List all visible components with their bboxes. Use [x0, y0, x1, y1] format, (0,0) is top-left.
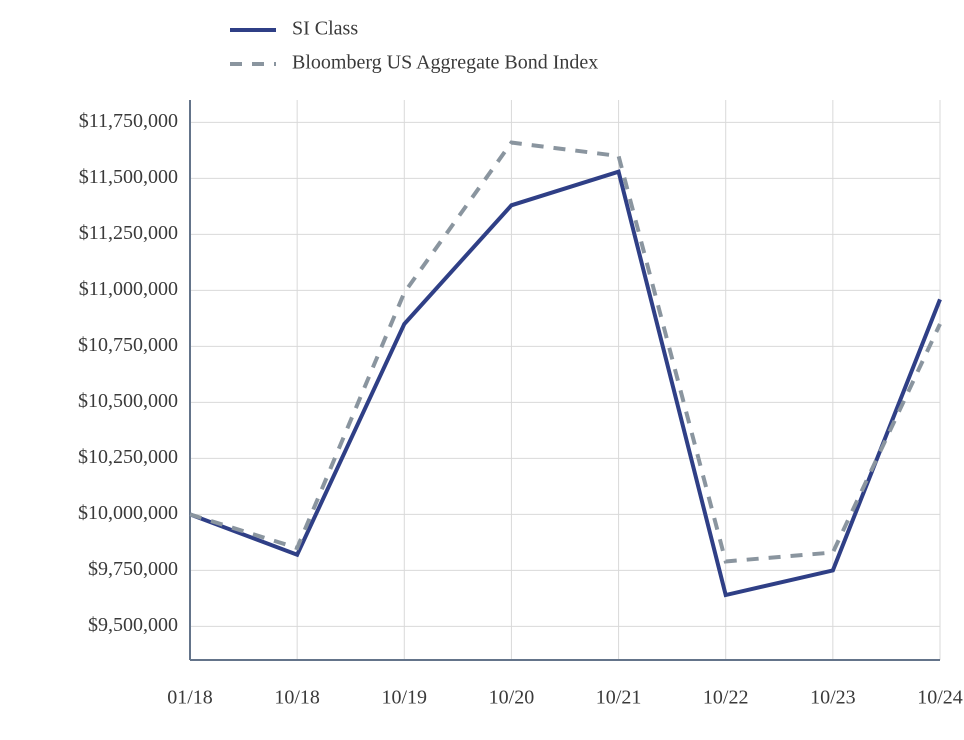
- x-tick-label: 10/18: [274, 687, 320, 709]
- y-tick-label: $11,000,000: [79, 278, 178, 300]
- x-tick-label: 10/22: [703, 687, 749, 709]
- y-tick-label: $11,250,000: [79, 222, 178, 244]
- x-tick-label: 10/23: [810, 687, 856, 709]
- y-tick-label: $9,500,000: [88, 614, 178, 636]
- y-tick-label: $11,750,000: [79, 110, 178, 132]
- legend-label-1: Bloomberg US Aggregate Bond Index: [292, 52, 598, 74]
- x-tick-label: 10/20: [489, 687, 535, 709]
- y-tick-label: $10,000,000: [78, 502, 178, 524]
- chart-container: $9,500,000 $9,750,000 $10,000,000 $10,250,0…: [0, 0, 964, 740]
- x-tick-label: 01/18: [167, 687, 213, 709]
- y-tick-label: $10,750,000: [78, 334, 178, 356]
- x-tick-label: 10/24: [917, 687, 963, 709]
- y-tick-label: $10,250,000: [78, 446, 178, 468]
- line-chart: $9,500,000 $9,750,000 $10,000,000 $10,250,0…: [0, 0, 964, 740]
- y-tick-label: $10,500,000: [78, 390, 178, 412]
- y-tick-label: $9,750,000: [88, 558, 178, 580]
- legend-label-0: SI Class: [292, 18, 358, 40]
- x-tick-label: 10/19: [382, 687, 428, 709]
- y-tick-label: $11,500,000: [79, 166, 178, 188]
- x-tick-label: 10/21: [596, 687, 642, 709]
